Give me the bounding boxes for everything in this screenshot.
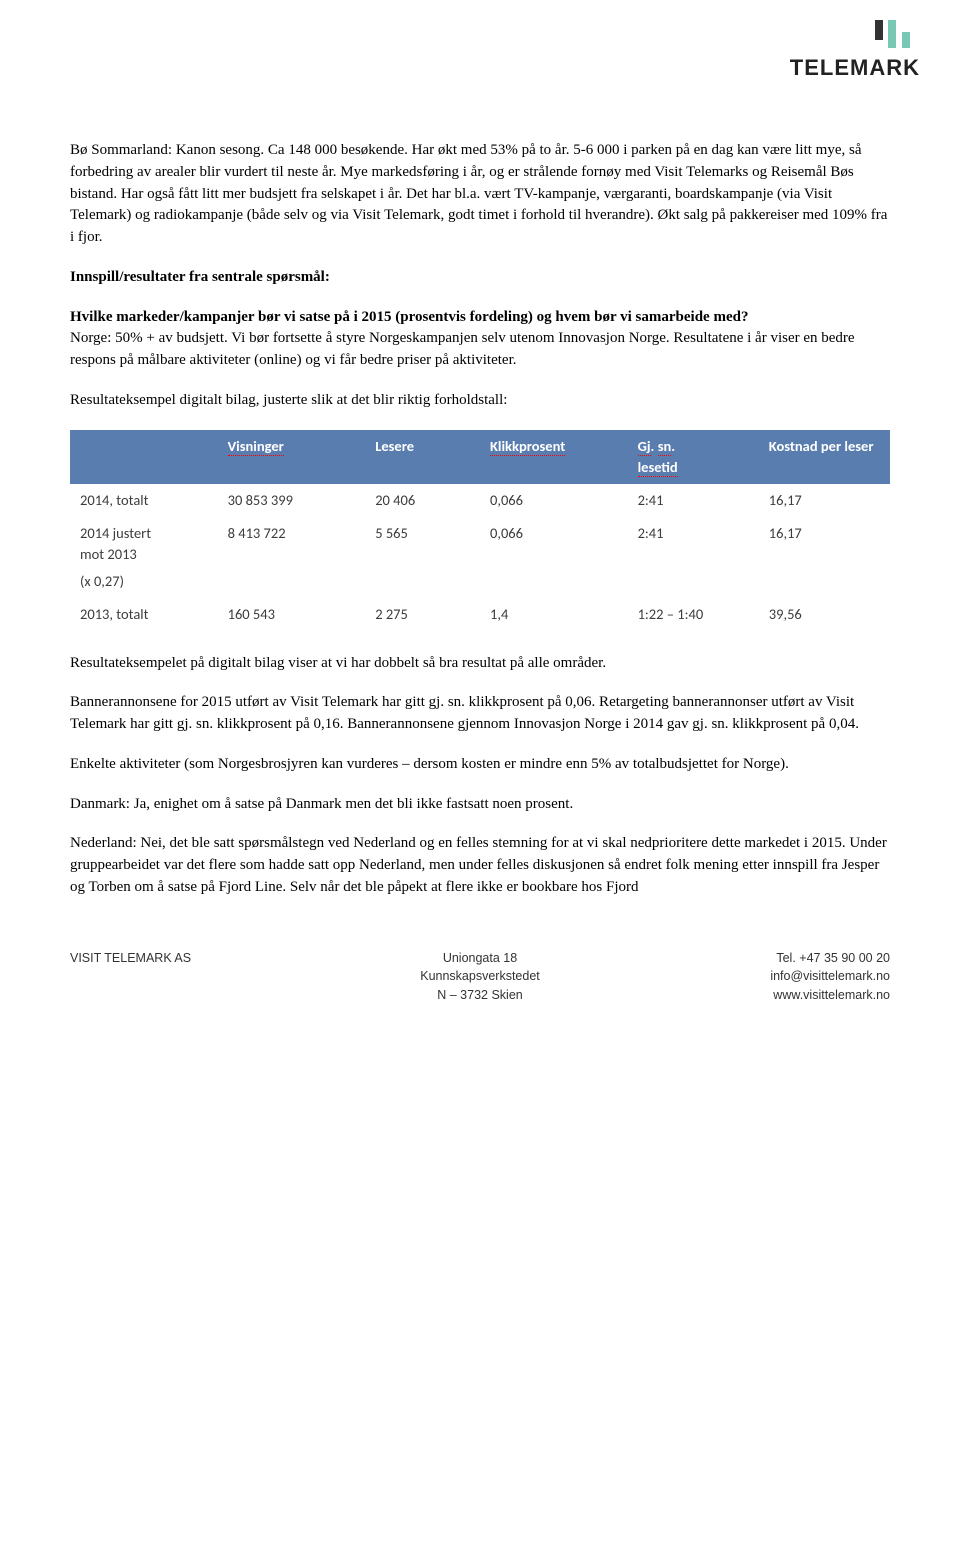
- logo-mark-icon: [873, 20, 911, 48]
- table-header-cell: Gj. sn.lesetid: [628, 430, 759, 484]
- paragraph-danmark: Danmark: Ja, enighet om å satse på Danma…: [70, 794, 890, 816]
- table-cell: 1,4: [480, 598, 628, 631]
- paragraph-results: Resultateksempelet på digitalt bilag vis…: [70, 653, 890, 675]
- header-logo-area: TELEMARK: [70, 40, 890, 130]
- table-row: 2014, totalt 30 853 399 20 406 0,066 2:4…: [70, 484, 890, 517]
- section-heading: Innspill/resultater fra sentrale spørsmå…: [70, 267, 890, 289]
- footer-contact-line: www.visittelemark.no: [773, 988, 890, 1002]
- table-header-cell: Klikkprosent: [490, 437, 565, 456]
- table-cell: 2014, totalt: [70, 484, 218, 517]
- results-table: Visninger Lesere Klikkprosent Gj. sn.les…: [70, 430, 890, 631]
- footer-contact-line: info@visittelemark.no: [770, 969, 890, 983]
- table-cell: 2 275: [365, 598, 480, 631]
- table-cell: 39,56: [759, 598, 890, 631]
- footer-company: VISIT TELEMARK AS: [70, 951, 191, 965]
- table-cell: 0,066: [480, 517, 628, 571]
- paragraph-intro: Bø Sommarland: Kanon sesong. Ca 148 000 …: [70, 140, 890, 249]
- brand-logo: TELEMARK: [790, 20, 920, 84]
- table-cell: 2:41: [628, 484, 759, 517]
- table-cell: 30 853 399: [218, 484, 366, 517]
- table-header-cell: [70, 430, 218, 484]
- table-cell: 20 406: [365, 484, 480, 517]
- footer-right: Tel. +47 35 90 00 20 info@visittelemark.…: [710, 949, 890, 1005]
- footer-contact-line: Tel. +47 35 90 00 20: [776, 951, 890, 965]
- table-cell: 2014 justertmot 2013: [70, 517, 218, 571]
- paragraph-norge: Norge: 50% + av budsjett. Vi bør fortset…: [70, 330, 855, 368]
- table-caption: Resultateksempel digitalt bilag, justert…: [70, 390, 890, 412]
- footer-address-line: N – 3732 Skien: [437, 988, 522, 1002]
- table-cell: 16,17: [759, 484, 890, 517]
- table-header-cell: Kostnad per leser: [759, 430, 890, 484]
- table-cell: (x 0,27): [70, 571, 218, 598]
- question-heading: Hvilke markeder/kampanjer bør vi satse p…: [70, 309, 748, 325]
- table-cell: 16,17: [759, 517, 890, 571]
- paragraph-activities: Enkelte aktiviteter (som Norgesbrosjyren…: [70, 754, 890, 776]
- table-cell: 8 413 722: [218, 517, 366, 571]
- table-row: 2014 justertmot 2013 8 413 722 5 565 0,0…: [70, 517, 890, 571]
- table-header-cell: Lesere: [365, 430, 480, 484]
- footer-address-line: Kunnskapsverkstedet: [420, 969, 540, 983]
- logo-text: TELEMARK: [790, 52, 920, 84]
- table-cell: 2:41: [628, 517, 759, 571]
- footer-left: VISIT TELEMARK AS: [70, 949, 250, 1005]
- table-row: (x 0,27): [70, 571, 890, 598]
- table-cell: 1:22 – 1:40: [628, 598, 759, 631]
- table-header-cell: Visninger: [228, 437, 284, 456]
- table-cell: 5 565: [365, 517, 480, 571]
- footer: VISIT TELEMARK AS Uniongata 18 Kunnskaps…: [70, 949, 890, 1005]
- paragraph-banner: Bannerannonsene for 2015 utført av Visit…: [70, 692, 890, 736]
- table-row: 2013, totalt 160 543 2 275 1,4 1:22 – 1:…: [70, 598, 890, 631]
- footer-address-line: Uniongata 18: [443, 951, 517, 965]
- paragraph-nederland: Nederland: Nei, det ble satt spørsmålste…: [70, 833, 890, 898]
- footer-center: Uniongata 18 Kunnskapsverkstedet N – 373…: [390, 949, 570, 1005]
- table-header-row: Visninger Lesere Klikkprosent Gj. sn.les…: [70, 430, 890, 484]
- table-cell: 160 543: [218, 598, 366, 631]
- table-cell: 2013, totalt: [70, 598, 218, 631]
- table-cell: 0,066: [480, 484, 628, 517]
